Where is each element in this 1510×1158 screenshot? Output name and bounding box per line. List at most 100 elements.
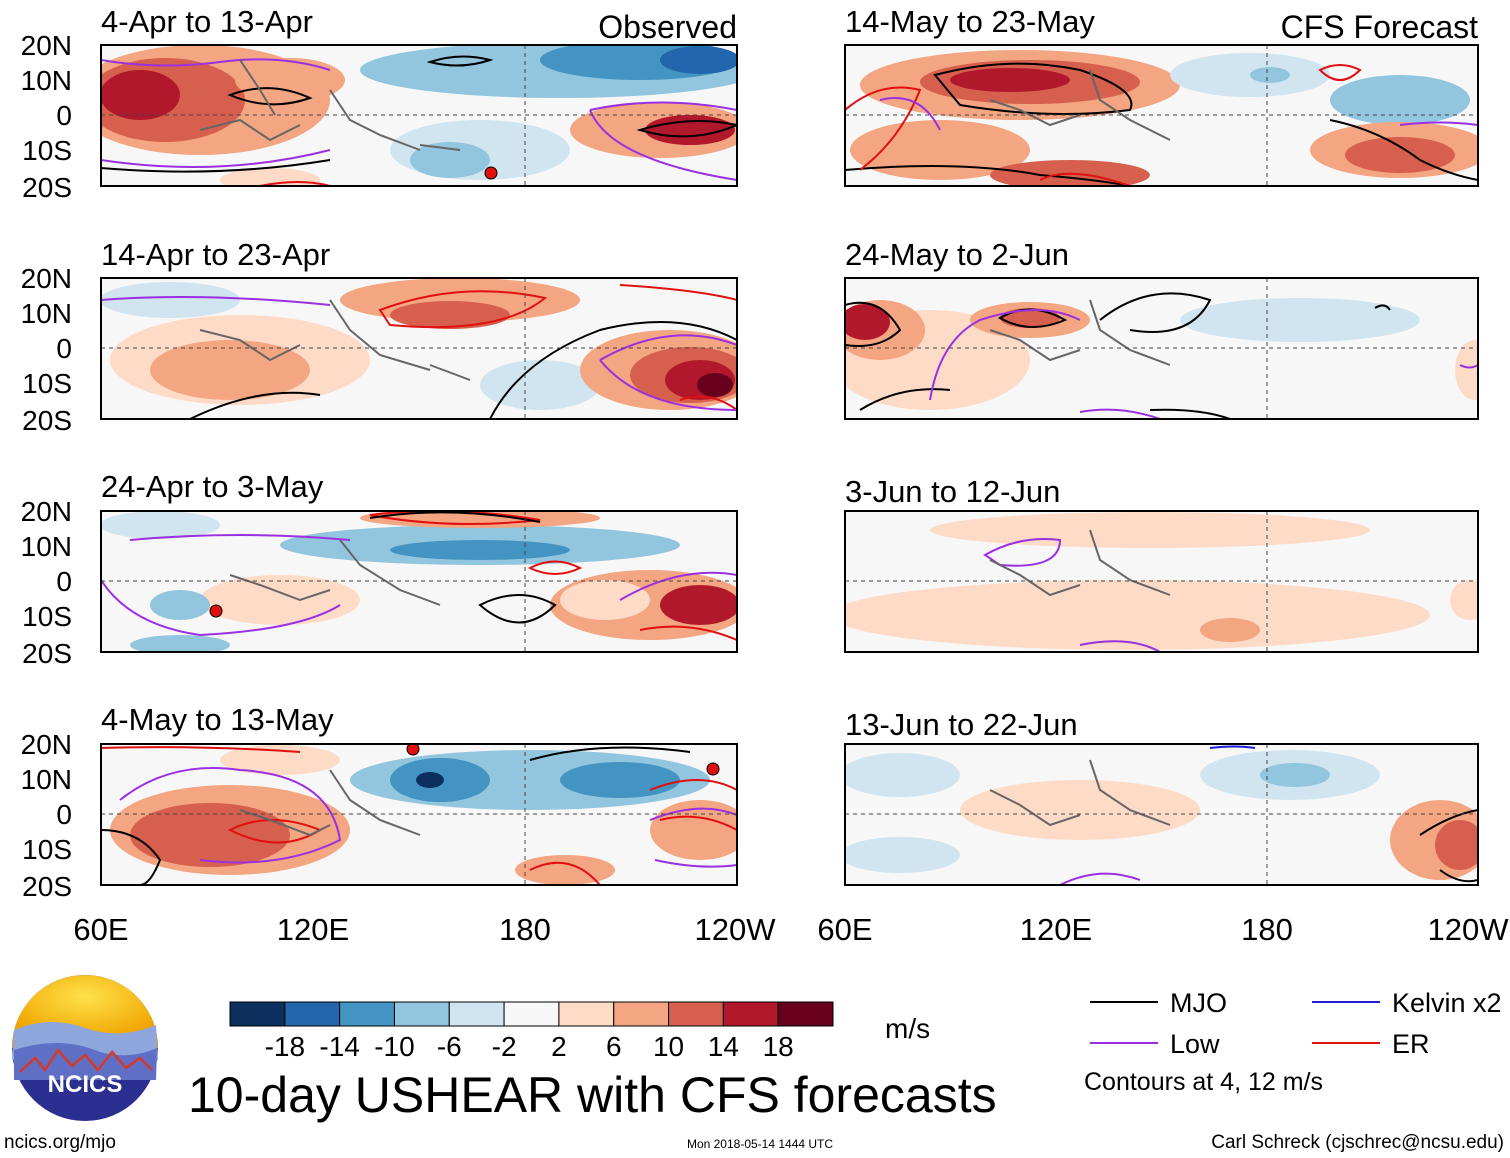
storm-icon — [484, 166, 498, 180]
lat-label: 10N — [21, 531, 72, 562]
colorbar-tick-label: 10 — [653, 1031, 684, 1062]
timestamp: Mon 2018-05-14 1444 UTC — [687, 1137, 833, 1151]
colorbar: -18 -14 -10 -6 -2 2 6 10 14 18 — [229, 1001, 834, 1062]
panel-frame — [100, 510, 738, 653]
lat-label: 20S — [22, 172, 72, 203]
colorbar-tick-label: -6 — [437, 1031, 462, 1062]
figure-title: 10-day USHEAR with CFS forecasts — [188, 1067, 997, 1123]
lat-label: 0 — [56, 333, 72, 364]
logo-text: NCICS — [48, 1071, 123, 1098]
panel-forecast-3: 3-Jun to 12-Jun — [844, 474, 1479, 653]
author-credit: Carl Schreck (cjschrec@ncsu.edu) — [1211, 1132, 1504, 1153]
panel-title: 3-Jun to 12-Jun — [845, 474, 1060, 509]
lon-label: 180 — [1241, 912, 1293, 947]
observed-label: Observed — [598, 9, 737, 45]
panel-title: 4-May to 13-May — [101, 702, 334, 737]
shear-field — [101, 45, 737, 186]
panel-title: 4-Apr to 13-Apr — [101, 4, 313, 39]
panel-title: 24-Apr to 3-May — [101, 469, 324, 504]
panel-title: 14-May to 23-May — [845, 4, 1095, 39]
colorbar-tick-label: 6 — [606, 1031, 622, 1062]
colorbar-swatch — [339, 1001, 395, 1027]
colorbar-tick-label: 2 — [551, 1031, 567, 1062]
colorbar-tick-label: -18 — [265, 1031, 305, 1062]
lat-label: 20N — [21, 263, 72, 294]
legend-label-mjo: MJO — [1170, 988, 1227, 1018]
lat-label: 10S — [22, 368, 72, 399]
lat-label: 0 — [56, 566, 72, 597]
panel-frame — [844, 44, 1479, 187]
panel-title: 24-May to 2-Jun — [845, 237, 1069, 272]
lat-label: 20S — [22, 638, 72, 669]
panel-forecast-1: 14-May to 23-May — [844, 4, 1479, 187]
lon-label: 120W — [1428, 912, 1510, 947]
lon-label: 120E — [1020, 912, 1092, 947]
colorbar-tick-label: -2 — [492, 1031, 517, 1062]
storm-icon — [406, 744, 420, 756]
shear-field — [845, 45, 1478, 186]
lat-label: 20N — [21, 729, 72, 760]
panel-frame — [844, 743, 1479, 886]
panel-frame — [844, 277, 1479, 420]
shear-field — [845, 278, 1478, 419]
lon-label: 60E — [73, 912, 128, 947]
colorbar-swatch — [229, 1001, 286, 1027]
colorbar-swatch — [503, 1001, 560, 1027]
colorbar-swatch — [284, 1001, 341, 1027]
legend-note: Contours at 4, 12 m/s — [1084, 1068, 1323, 1096]
lat-label: 10S — [22, 601, 72, 632]
colorbar-swatch — [668, 1001, 724, 1027]
lon-label: 180 — [499, 912, 551, 947]
colorbar-swatch — [613, 1001, 670, 1027]
colorbar-swatch — [393, 1001, 450, 1027]
colorbar-swatch — [777, 1001, 834, 1027]
panel-observed-2: 14-Apr to 23-Apr — [100, 237, 738, 420]
colorbar-tick-label: 14 — [708, 1031, 739, 1062]
legend: MJO Kelvin x2 Low ER Contours at 4, 12 m… — [1084, 988, 1502, 1096]
legend-label-er: ER — [1392, 1029, 1430, 1059]
colorbar-units: m/s — [885, 1013, 930, 1044]
panel-title: 14-Apr to 23-Apr — [101, 237, 330, 272]
storm-icon — [706, 762, 720, 776]
website-link[interactable]: ncics.org/mjo — [4, 1132, 116, 1153]
lat-label: 0 — [56, 100, 72, 131]
lat-label: 20N — [21, 30, 72, 61]
shear-field — [101, 744, 737, 885]
colorbar-tick-label: -14 — [319, 1031, 359, 1062]
lat-label: 20S — [22, 871, 72, 902]
lat-label: 10N — [21, 65, 72, 96]
panel-forecast-4: 13-Jun to 22-Jun — [844, 707, 1479, 886]
storm-icon — [209, 604, 223, 618]
colorbar-swatch — [722, 1001, 779, 1027]
lon-axis-labels: 60E 120E 180 120W 60E 120E 180 120W — [73, 912, 1509, 947]
panel-frame — [100, 743, 738, 886]
panel-frame — [100, 277, 738, 420]
panel-frame — [100, 44, 738, 187]
lat-axis-labels: 20N 10N 0 10S 20S 20N 10N 0 10S 20S 20N … — [21, 30, 72, 902]
lon-label: 120E — [277, 912, 349, 947]
panel-observed-1: 4-Apr to 13-Apr — [100, 4, 738, 187]
legend-label-kelvin: Kelvin x2 — [1392, 988, 1502, 1018]
lat-label: 10N — [21, 298, 72, 329]
panel-observed-4: 4-May to 13-May — [100, 702, 738, 886]
panel-title: 13-Jun to 22-Jun — [845, 707, 1078, 742]
legend-label-low: Low — [1170, 1029, 1220, 1059]
lat-label: 20N — [21, 496, 72, 527]
panel-frame — [844, 510, 1479, 653]
lat-label: 20S — [22, 405, 72, 436]
lat-label: 10S — [22, 135, 72, 166]
lat-label: 10S — [22, 834, 72, 865]
cfs-forecast-label: CFS Forecast — [1281, 9, 1478, 45]
panel-observed-3: 24-Apr to 3-May — [100, 469, 738, 653]
lon-label: 60E — [817, 912, 872, 947]
colorbar-swatch — [558, 1001, 615, 1027]
lat-label: 10N — [21, 764, 72, 795]
lat-label: 0 — [56, 799, 72, 830]
panel-forecast-2: 24-May to 2-Jun — [844, 237, 1479, 420]
ncics-logo: NCICS — [12, 975, 158, 1121]
colorbar-tick-label: -10 — [374, 1031, 414, 1062]
lon-label: 120W — [695, 912, 777, 947]
colorbar-swatch — [448, 1001, 505, 1027]
colorbar-tick-label: 18 — [763, 1031, 794, 1062]
